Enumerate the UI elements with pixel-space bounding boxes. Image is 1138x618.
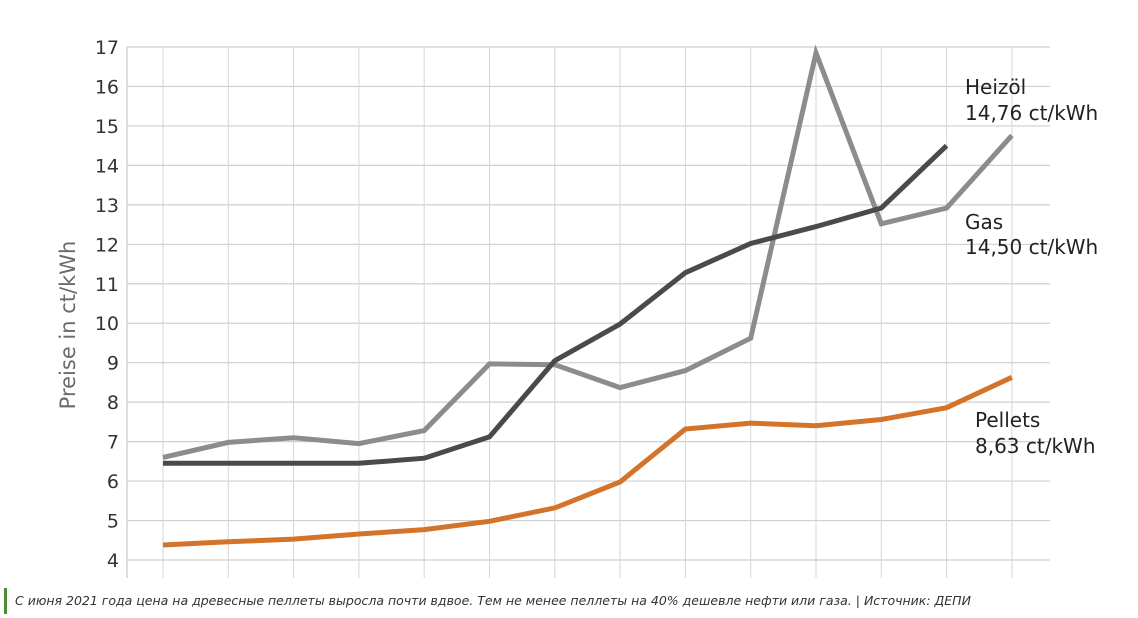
y-tick-label: 14	[95, 155, 119, 177]
gas-label-value: 14,50 ct/kWh	[965, 235, 1098, 259]
figure-caption: С июня 2021 года цена на древесные пелле…	[4, 588, 1134, 614]
heizoel-label-value: 14,76 ct/kWh	[965, 101, 1098, 125]
y-tick-label: 11	[95, 274, 119, 296]
grid-lines	[126, 46, 1050, 578]
pellets-label-name: Pellets	[975, 408, 1040, 432]
series-lines	[162, 44, 1014, 548]
series-line-heizl	[162, 44, 1014, 460]
y-tick-label: 4	[107, 550, 119, 572]
y-tick-label: 15	[95, 116, 119, 138]
gas-label-name: Gas	[965, 210, 1003, 234]
y-tick-label: 12	[95, 234, 119, 256]
heizoel-label-name: Heizöl	[965, 75, 1026, 99]
y-tick-label: 6	[107, 471, 119, 493]
y-axis-label: Preise in ct/kWh	[56, 241, 80, 410]
y-tick-label: 7	[107, 432, 119, 454]
pellets-label-value: 8,63 ct/kWh	[975, 434, 1096, 458]
y-axis-ticks: 4 5 6 7 8 9 10 11 12 13 14 15 16 17	[95, 37, 119, 572]
y-tick-label: 8	[107, 392, 119, 414]
series-line-pellets	[162, 375, 1013, 548]
y-tick-label: 5	[107, 511, 119, 533]
y-tick-label: 13	[95, 195, 119, 217]
y-tick-label: 9	[107, 353, 119, 375]
series-annotations: Heizöl 14,76 ct/kWh Gas 14,50 ct/kWh Pel…	[965, 75, 1098, 458]
y-tick-label: 17	[95, 37, 119, 59]
y-tick-label: 16	[95, 76, 119, 98]
y-tick-label: 10	[95, 313, 119, 335]
series-line-gas	[163, 143, 949, 466]
